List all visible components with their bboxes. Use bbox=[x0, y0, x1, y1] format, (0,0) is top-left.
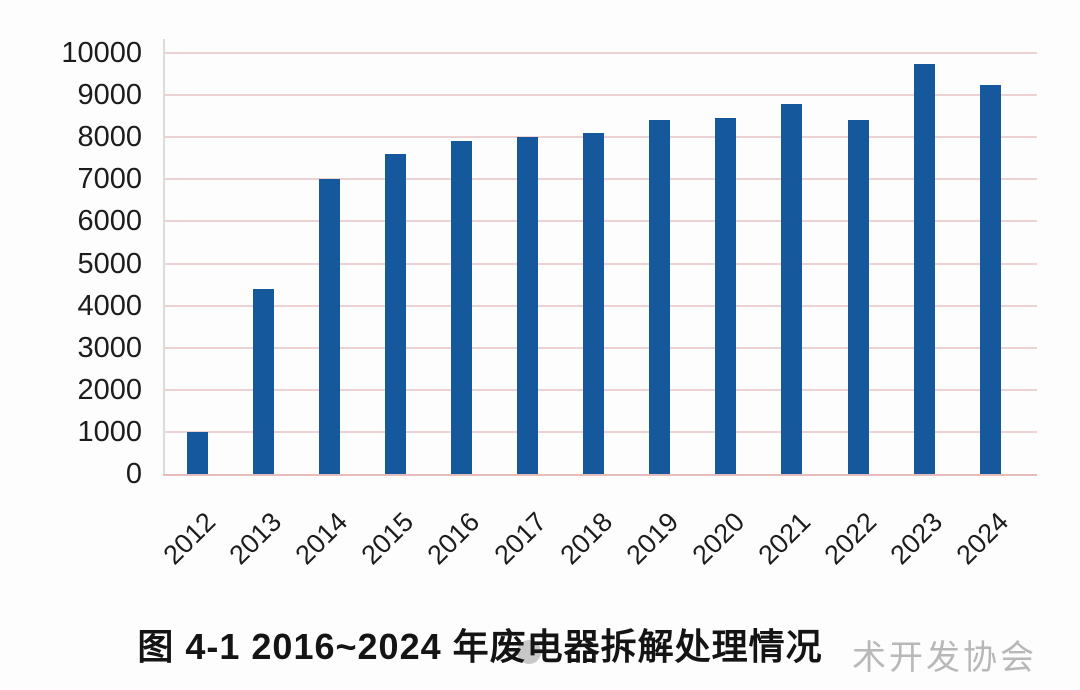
x-axis-tick-label-2023: 2023 bbox=[884, 506, 949, 571]
watermark-logo-circle-icon bbox=[517, 640, 541, 664]
x-axis-tick-label-2022: 2022 bbox=[818, 506, 883, 571]
y-axis-tick-label: 2000 bbox=[77, 373, 142, 406]
x-axis-line bbox=[163, 474, 1037, 476]
x-axis-tick-label-2017: 2017 bbox=[488, 506, 552, 571]
x-axis-tick-label-2014: 2014 bbox=[289, 506, 354, 571]
bar-2013 bbox=[252, 288, 274, 474]
x-axis-tick-label-2020: 2020 bbox=[686, 506, 751, 571]
bar-2021 bbox=[781, 103, 803, 474]
bar-2023 bbox=[913, 63, 935, 474]
y-axis-tick-label: 9000 bbox=[77, 79, 142, 112]
y-axis-tick-label: 6000 bbox=[77, 205, 142, 238]
bar-2012 bbox=[186, 431, 208, 474]
y-axis-tick-label: 4000 bbox=[77, 289, 142, 322]
x-axis-tick-label-2015: 2015 bbox=[355, 506, 420, 571]
x-axis-tick-label-2019: 2019 bbox=[620, 506, 684, 571]
figure-caption: 图 4-1 2016~2024 年废电器拆解处理情况 bbox=[137, 626, 823, 667]
bar-2018 bbox=[583, 132, 605, 474]
y-axis-tick-label: 3000 bbox=[77, 331, 142, 364]
y-axis-tick-label: 7000 bbox=[77, 163, 142, 196]
bar-2024 bbox=[979, 84, 1001, 474]
y-axis-line bbox=[163, 39, 165, 474]
y-axis-tick-label: 0 bbox=[125, 458, 142, 490]
x-axis-tick-label-2021: 2021 bbox=[752, 506, 817, 571]
y-axis-tick-label: 5000 bbox=[77, 247, 142, 280]
x-axis-tick-label-2013: 2013 bbox=[223, 506, 288, 571]
bar-2022 bbox=[847, 120, 869, 474]
bar-2019 bbox=[649, 120, 671, 474]
x-axis-tick-label-2016: 2016 bbox=[421, 506, 486, 571]
y-axis-tick-label: 8000 bbox=[77, 121, 142, 154]
y-gridline bbox=[163, 94, 1037, 97]
bar-2015 bbox=[384, 154, 406, 474]
x-axis-tick-label-2018: 2018 bbox=[554, 506, 618, 571]
bar-2020 bbox=[715, 118, 737, 474]
y-axis-tick-label: 1000 bbox=[77, 415, 142, 448]
x-axis-tick-label-2012: 2012 bbox=[157, 506, 222, 571]
watermark-text: 术开发协会 bbox=[852, 639, 1037, 677]
y-gridline bbox=[163, 52, 1037, 54]
y-axis-tick-label: 10000 bbox=[61, 37, 142, 69]
bar-2014 bbox=[318, 179, 340, 474]
x-axis-tick-label-2024: 2024 bbox=[950, 506, 1015, 571]
bar-2016 bbox=[450, 141, 472, 474]
bar-2017 bbox=[517, 137, 538, 474]
